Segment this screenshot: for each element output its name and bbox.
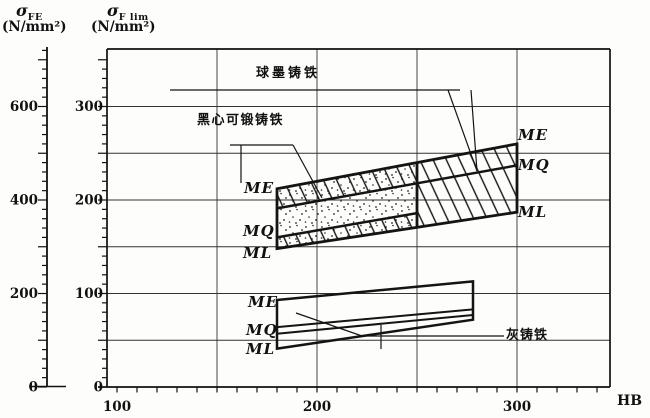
x-axis-title: HB [617, 393, 643, 409]
grey-iron-mq-lower-line [276, 314, 474, 335]
y-left-tick-label: 200 [10, 286, 38, 302]
y-left-tick-label: 600 [10, 99, 38, 115]
grey-grade-ml: ML [246, 340, 276, 358]
y-right-tick-label: 300 [75, 99, 103, 115]
plot-frame [98, 48, 611, 388]
y-right-tick-label: 200 [75, 193, 103, 209]
grey-grade-me: ME [248, 293, 279, 311]
grey-grade-mq: MQ [246, 321, 278, 339]
ductile-grade-ml: ML [518, 203, 548, 221]
ductile-iron-envelope [275, 142, 519, 251]
malleable-iron-mq-line [276, 211, 418, 239]
grey-iron-leader [295, 312, 504, 349]
ductile-iron-mq-line [276, 164, 518, 210]
ductile-grade-mq: MQ [518, 156, 550, 174]
ductile-iron-leader [170, 89, 478, 172]
bands-layer [275, 142, 519, 351]
y-left-tick-label: 0 [29, 380, 38, 396]
left-axis-unit: (N/mm²) [2, 19, 67, 35]
ductile-iron-hatch-area [277, 143, 517, 249]
leader-lines-layer [170, 89, 504, 349]
malleable-grade-ml: ML [243, 244, 273, 262]
malleable-iron-label: 黑心可锻铸铁 [197, 113, 285, 128]
right-axis-title: σF lim [107, 1, 149, 24]
x-tick-label: 300 [503, 399, 531, 415]
x-tick-label: 100 [103, 399, 131, 415]
ductile-grade-me: ME [518, 126, 549, 144]
y-left-tick-label: 400 [10, 193, 38, 209]
grey-iron-label: 灰铸铁 [506, 328, 549, 343]
malleable-iron-leader [230, 144, 323, 199]
ductile-iron-label: 球墨铸铁 [256, 66, 321, 81]
malleable-grade-me: ME [244, 179, 275, 197]
y-right-tick-label: 100 [75, 286, 103, 302]
x-tick-label: 200 [303, 399, 331, 415]
axes-layer [29, 47, 611, 393]
right-axis-unit: (N/mm²) [91, 19, 156, 35]
y-right-tick-label: 0 [94, 380, 103, 396]
grey-iron-envelope [275, 279, 475, 351]
left-axis-title: σFE [16, 1, 43, 24]
grey-iron-mq-upper-line [276, 308, 474, 329]
malleable-grade-mq: MQ [243, 222, 275, 240]
